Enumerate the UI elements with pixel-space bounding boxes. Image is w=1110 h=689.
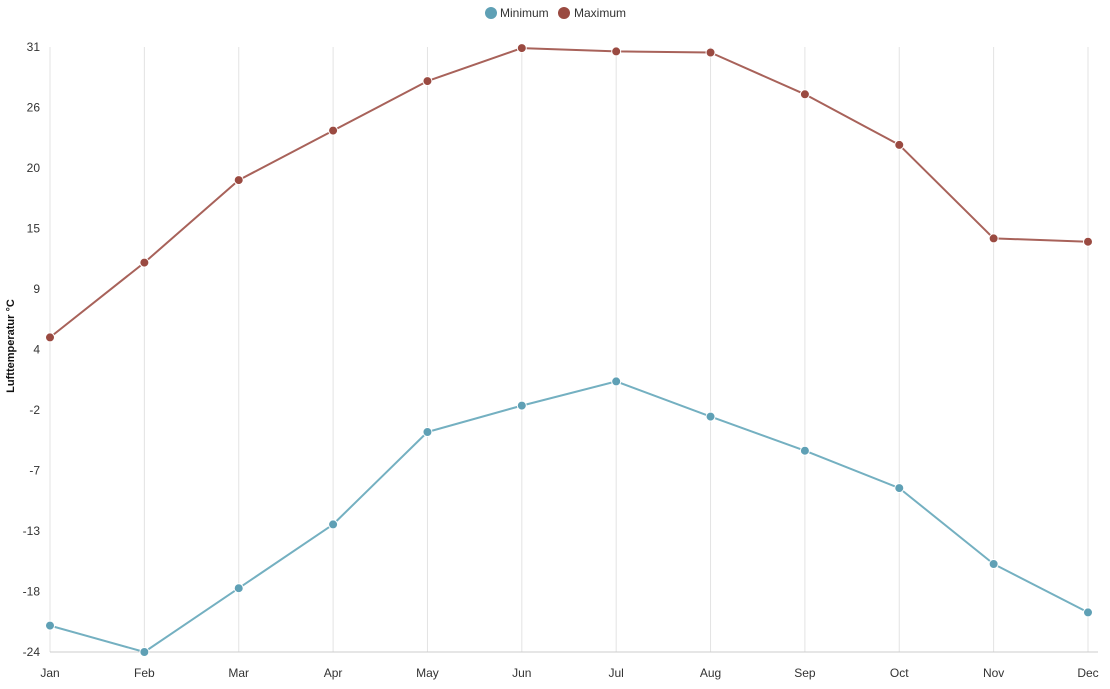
data-point-minimum-jul[interactable] [611, 376, 622, 387]
data-point-maximum-mar[interactable] [233, 175, 244, 186]
y-tick-label: -24 [23, 645, 41, 659]
legend-item-maximum[interactable]: Maximum [558, 6, 626, 20]
y-tick-label: 26 [27, 101, 41, 115]
legend-marker-minimum [485, 7, 497, 19]
legend[interactable]: Minimum Maximum [485, 6, 626, 20]
data-point-maximum-aug[interactable] [705, 47, 716, 58]
y-tick-label: 20 [27, 161, 41, 175]
x-tick-label: Feb [134, 666, 155, 680]
data-point-maximum-feb[interactable] [139, 257, 150, 268]
y-tick-label: -18 [23, 585, 41, 599]
data-point-maximum-sep[interactable] [799, 89, 810, 100]
y-tick-label: 4 [33, 343, 40, 357]
y-tick-label: -7 [29, 464, 40, 478]
x-tick-label: Mar [228, 666, 249, 680]
data-point-maximum-jun[interactable] [516, 43, 527, 54]
x-tick-label: Oct [890, 666, 909, 680]
series-minimum [45, 376, 1093, 657]
series-maximum [45, 43, 1093, 343]
data-point-maximum-apr[interactable] [328, 125, 339, 136]
x-tick-label: Dec [1077, 666, 1098, 680]
data-point-minimum-aug[interactable] [705, 411, 716, 422]
data-point-maximum-nov[interactable] [988, 233, 999, 244]
axis-layer: Jan Feb Mar Apr May Jun Jul Aug Sep Oct Nov Dec 31 26… [23, 40, 1099, 680]
legend-label-minimum[interactable]: Minimum [500, 6, 549, 20]
x-tick-label: Jun [512, 666, 531, 680]
x-tick-label: Apr [324, 666, 343, 680]
x-tick-label: Sep [794, 666, 816, 680]
series-line-maximum [49, 47, 1089, 339]
series-layer [45, 43, 1093, 657]
y-tick-label: 15 [27, 222, 41, 236]
data-point-minimum-nov[interactable] [988, 559, 999, 569]
data-point-minimum-feb[interactable] [139, 647, 150, 657]
x-tick-label: Nov [983, 666, 1004, 680]
y-axis-title: Lufttemperatur °C [5, 299, 17, 393]
data-point-minimum-oct[interactable] [894, 483, 905, 494]
data-point-minimum-mar[interactable] [233, 583, 244, 594]
data-point-maximum-dec[interactable] [1083, 236, 1093, 247]
data-point-maximum-may[interactable] [422, 76, 433, 87]
y-tick-label: 31 [27, 40, 41, 54]
data-point-minimum-may[interactable] [422, 427, 433, 437]
x-tick-label: Aug [700, 666, 721, 680]
data-point-maximum-oct[interactable] [894, 139, 905, 150]
x-tick-label: May [416, 666, 439, 680]
y-tick-label: 9 [33, 282, 40, 296]
legend-label-maximum[interactable]: Maximum [574, 6, 626, 20]
x-tick-label: Jan [40, 666, 59, 680]
data-point-maximum-jul[interactable] [611, 46, 622, 57]
x-tick-label: Jul [609, 666, 624, 680]
data-point-maximum-jan[interactable] [45, 332, 55, 343]
grid-layer [49, 47, 1089, 652]
legend-marker-maximum [558, 7, 570, 19]
legend-item-minimum[interactable]: Minimum [485, 6, 549, 20]
y-tick-label: -13 [23, 524, 41, 538]
series-line-minimum [49, 380, 1089, 653]
data-point-minimum-apr[interactable] [328, 519, 339, 530]
data-point-minimum-dec[interactable] [1083, 607, 1093, 618]
data-point-minimum-sep[interactable] [799, 445, 810, 456]
data-point-minimum-jan[interactable] [45, 620, 55, 631]
y-tick-label: -2 [29, 403, 40, 417]
data-point-minimum-jun[interactable] [516, 400, 527, 411]
